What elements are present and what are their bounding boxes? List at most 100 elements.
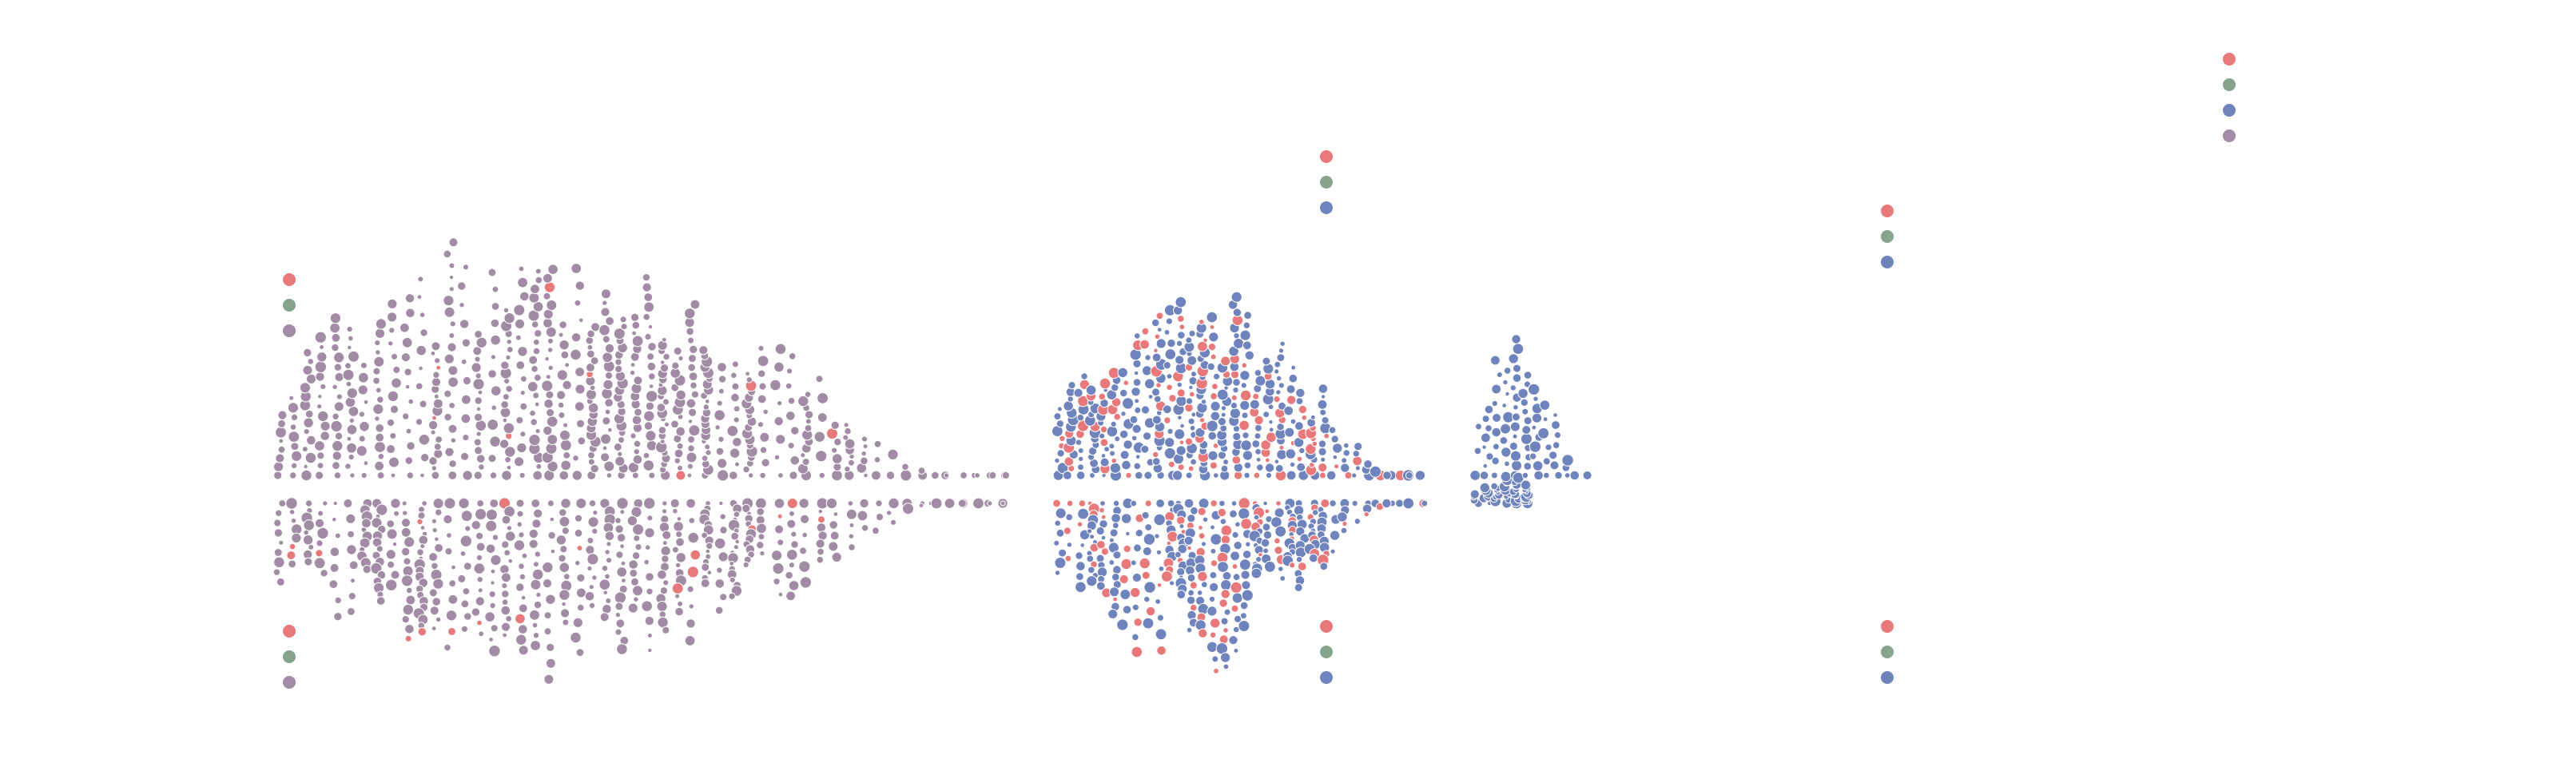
data-point-middle [1055,419,1065,428]
data-point-middle [1274,459,1280,465]
data-point-left [604,549,610,555]
data-point-left [756,507,765,516]
data-point-left [505,384,514,393]
data-point-middle [1112,550,1122,560]
data-point-left [403,368,412,376]
data-point-left [599,612,610,622]
data-point-left [632,523,645,536]
data-point-middle [1111,457,1117,464]
data-point-left [504,531,516,542]
data-point-middle [1142,546,1152,556]
data-point-right [1490,471,1498,479]
data-point-middle [1253,514,1260,521]
data-point-left [831,447,838,454]
data-point-right [1508,353,1519,364]
data-point-middle [1056,449,1065,458]
legend-swatch-red [1320,620,1333,633]
data-point-left [503,422,515,435]
data-point-left [687,419,694,424]
data-point-right [1521,407,1529,415]
data-point-left [334,372,344,383]
data-point-left [491,534,499,541]
data-point-left [777,591,784,598]
data-point-left [688,372,698,382]
data-point-right [1531,424,1537,431]
data-point-left [333,401,344,412]
data-point-left [704,399,710,404]
data-point-middle [1154,533,1160,539]
data-point-middle [1209,324,1215,330]
data-point-middle [1177,331,1186,340]
data-point-left [488,645,501,658]
data-point-left [487,419,499,431]
data-point-middle [1174,428,1186,440]
data-point-left [543,627,552,636]
data-point-middle [1187,514,1196,523]
data-point-right [1513,404,1519,411]
data-point-middle [1135,471,1143,480]
data-point-left [771,550,783,562]
data-point-left [644,615,654,626]
data-point-left [805,418,812,425]
data-point-left [849,523,855,528]
data-point-left [506,339,512,345]
data-point-left [604,531,615,542]
data-point-left [675,537,685,547]
data-point-middle [1238,419,1250,431]
data-point-left [627,602,638,614]
data-point-left [389,432,397,439]
data-point-left [686,618,696,629]
data-point-left [474,446,483,455]
data-point-left [717,458,728,469]
data-point-middle [1098,392,1107,401]
data-point-middle [1297,562,1307,571]
data-point-right [1509,441,1519,451]
data-point-left [592,510,598,516]
data-point-left [634,543,642,551]
data-point-middle [1141,327,1150,336]
data-point-left [448,237,459,248]
data-point-right [1542,416,1548,423]
data-point-middle [1054,457,1060,464]
data-point-left [386,444,396,454]
data-point-left [418,365,423,372]
data-point-left [662,626,670,634]
data-point-left [560,350,570,360]
data-point-left [733,416,740,423]
data-point-middle [1198,532,1206,540]
data-point-left [375,387,382,394]
data-point-middle [1207,362,1215,372]
data-point-middle [1191,371,1197,378]
data-point-middle [1187,355,1198,366]
data-point-middle [1354,518,1362,525]
data-point-middle [1187,465,1195,472]
data-point-middle [1382,471,1392,480]
data-point-left [432,371,440,379]
data-point-middle [1131,633,1139,642]
data-point-left [347,607,356,616]
data-point-middle [1075,572,1084,582]
data-point-left [543,611,552,620]
data-point-middle [1234,614,1242,623]
data-point-middle [1075,471,1086,480]
data-point-middle [1208,332,1219,343]
data-point-left [332,412,340,420]
data-point-left [332,451,342,461]
data-point-left [662,352,670,361]
data-point-left [576,545,583,551]
data-point-middle [1330,435,1339,443]
data-point-left [641,600,654,613]
data-point-middle [1213,667,1219,674]
data-point-left [863,472,869,479]
data-point-middle [1142,617,1155,630]
data-point-left [591,574,598,581]
data-point-left [560,459,572,471]
data-point-left [790,426,800,435]
data-point-left [528,539,539,549]
data-point-left [587,516,599,528]
data-point-left [888,497,900,510]
data-point-left [515,416,524,424]
data-point-middle [1132,359,1142,368]
data-point-left [786,498,798,509]
data-point-left [402,412,410,420]
